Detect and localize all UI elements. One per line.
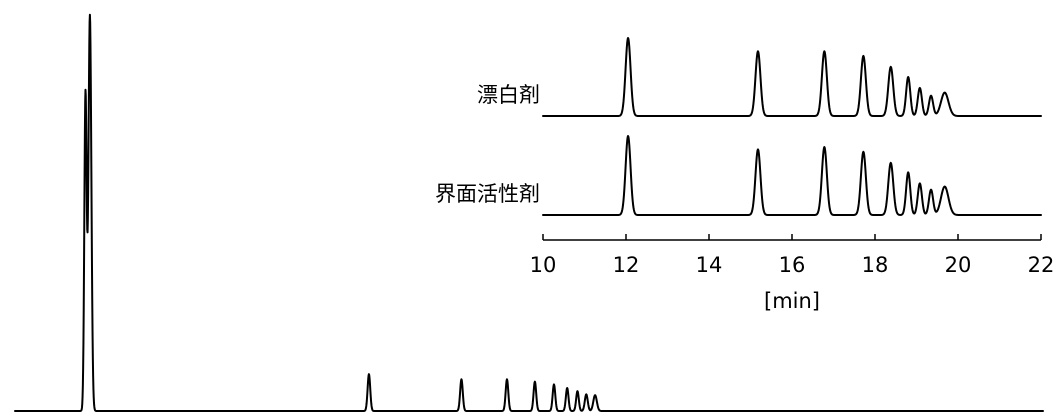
inset-series-label-surfactant: 界面活性剤 (435, 182, 540, 206)
inset-series-label-bleach: 漂白剤 (477, 83, 540, 107)
inset-tick-label: 16 (779, 253, 806, 277)
main-chromatogram (14, 13, 1044, 412)
main-trace-line (14, 13, 1044, 412)
inset-tick-label: 22 (1028, 253, 1055, 277)
inset-tick-label: 18 (862, 253, 889, 277)
inset-x-axis-label: [min] (764, 289, 820, 313)
inset-x-axis: 10 12 14 16 18 20 22 (530, 234, 1055, 277)
inset-tick-label: 10 (530, 253, 557, 277)
inset-tick-label: 20 (945, 253, 972, 277)
inset-tick-label: 12 (613, 253, 640, 277)
inset-tick-label: 14 (696, 253, 723, 277)
inset-trace-line (542, 135, 1042, 216)
inset-trace-line (542, 37, 1042, 117)
inset-chromatogram: 漂白剤 界面活性剤 10 12 14 16 18 20 22 [min] (435, 37, 1055, 313)
